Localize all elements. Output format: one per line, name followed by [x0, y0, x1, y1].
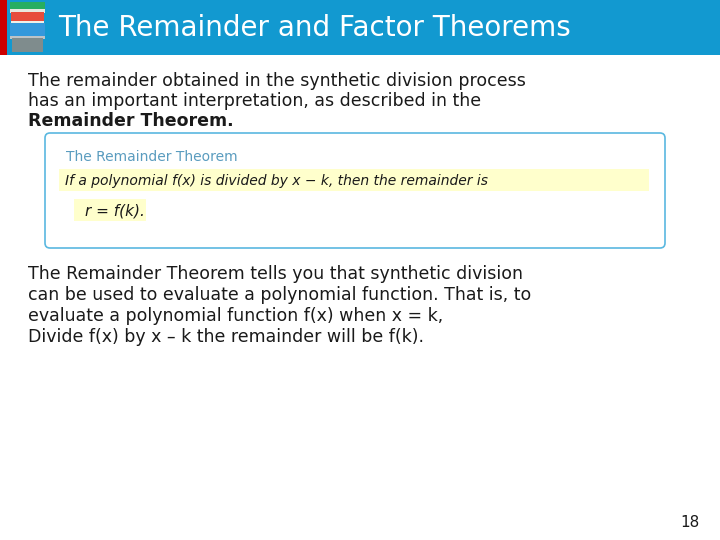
Text: The remainder obtained in the synthetic division process: The remainder obtained in the synthetic … — [28, 72, 526, 90]
Text: If a polynomial f(x) is divided by x − k, then the remainder is: If a polynomial f(x) is divided by x − k… — [65, 174, 488, 188]
Text: Remainder Theorem.: Remainder Theorem. — [28, 112, 233, 130]
FancyBboxPatch shape — [45, 133, 665, 248]
FancyBboxPatch shape — [74, 199, 146, 221]
FancyBboxPatch shape — [0, 0, 720, 55]
FancyBboxPatch shape — [59, 169, 649, 191]
Text: has an important interpretation, as described in the: has an important interpretation, as desc… — [28, 92, 481, 110]
FancyBboxPatch shape — [12, 38, 43, 52]
FancyBboxPatch shape — [10, 36, 45, 39]
Text: Divide f(x) by x – k the remainder will be f(k).: Divide f(x) by x – k the remainder will … — [28, 328, 424, 346]
Text: 18: 18 — [680, 515, 700, 530]
Text: evaluate a polynomial function f(x) when x = k,: evaluate a polynomial function f(x) when… — [28, 307, 444, 325]
FancyBboxPatch shape — [10, 23, 45, 37]
FancyBboxPatch shape — [11, 21, 44, 24]
Text: The Remainder Theorem tells you that synthetic division: The Remainder Theorem tells you that syn… — [28, 265, 523, 283]
Text: The Remainder and Factor Theorems: The Remainder and Factor Theorems — [58, 15, 571, 43]
Text: can be used to evaluate a polynomial function. That is, to: can be used to evaluate a polynomial fun… — [28, 286, 531, 304]
FancyBboxPatch shape — [11, 12, 44, 22]
Text: r = f(k).: r = f(k). — [85, 204, 145, 219]
FancyBboxPatch shape — [10, 9, 45, 13]
FancyBboxPatch shape — [0, 0, 7, 55]
Text: The Remainder Theorem: The Remainder Theorem — [66, 150, 238, 164]
FancyBboxPatch shape — [10, 2, 45, 10]
